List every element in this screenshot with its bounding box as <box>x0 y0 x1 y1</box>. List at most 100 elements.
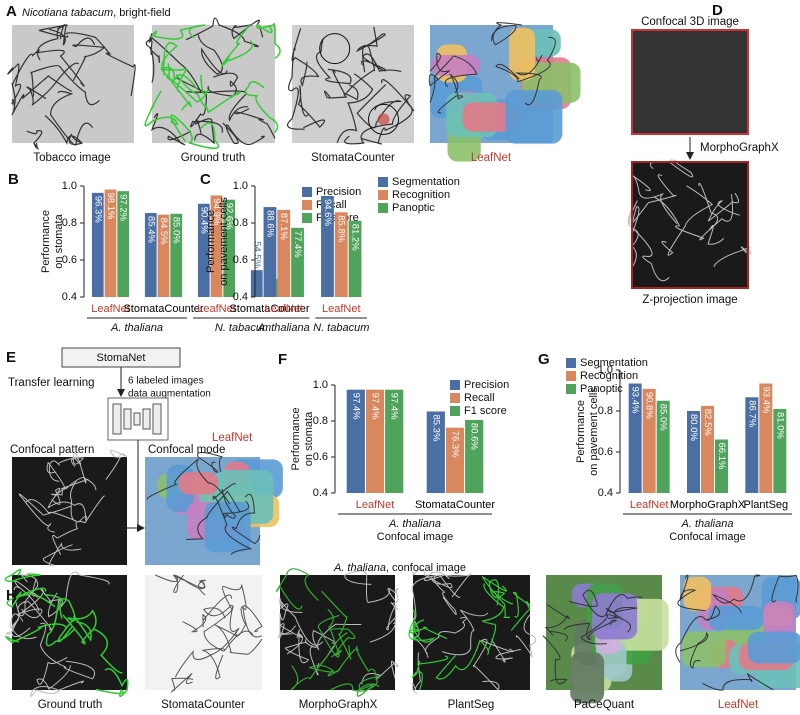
detection <box>319 33 351 65</box>
cell-outline <box>170 114 220 149</box>
bar <box>465 419 484 493</box>
x-tick-label: LeafNet <box>264 303 303 315</box>
cell-outline <box>287 47 305 130</box>
cell-outline <box>428 52 450 87</box>
bar <box>263 207 277 297</box>
legend-swatch <box>378 190 388 200</box>
legend-swatch <box>450 393 460 403</box>
y-tick-label: 0.6 <box>233 254 248 266</box>
legend-swatch <box>450 380 460 390</box>
y-tick-label: 1.0 <box>313 379 328 391</box>
y-axis-label-line: Performance <box>575 400 587 463</box>
cell-outline <box>677 574 706 612</box>
x-tick-label: LeafNet <box>356 499 395 511</box>
caption: MorphoGraphX <box>700 142 779 154</box>
value-label: 85.4% <box>145 216 156 243</box>
bar <box>656 400 670 493</box>
x-tick-label: StomataCounter <box>123 303 203 315</box>
caption: StomataCounter <box>161 699 245 711</box>
panel-title: A. thaliana, confocal image <box>333 562 466 574</box>
legend-label: F1 score <box>464 405 507 417</box>
panel-label: G <box>538 351 550 368</box>
value-label: 88.6% <box>264 210 275 237</box>
cell-outline <box>605 607 638 621</box>
bar <box>291 227 304 297</box>
panel-label: D <box>712 2 723 19</box>
cell-outline <box>222 584 262 638</box>
group-label: A. thaliana <box>681 518 734 530</box>
cell-outline <box>482 583 505 652</box>
y-tick-label: 0.8 <box>598 405 613 417</box>
value-label: 84.5% <box>158 218 169 245</box>
caption: LeafNet <box>718 699 759 711</box>
group-label: A. thaliana <box>388 518 441 530</box>
title-rest: , confocal image <box>386 562 466 574</box>
panel-label: B <box>8 171 19 188</box>
x-tick-label: MorphoGraphX <box>670 499 746 511</box>
legend-label: Recognition <box>392 189 450 201</box>
value-label: 98.1% <box>105 193 116 220</box>
x-tick-label: StomataCounter <box>229 303 309 315</box>
cell-outline <box>329 628 356 658</box>
cell-outline <box>580 594 643 645</box>
bar <box>197 203 210 297</box>
y-tick-label: 0.8 <box>233 217 248 229</box>
value-label: 54.5% <box>251 241 262 268</box>
bar <box>223 199 236 297</box>
cell-outline <box>47 571 110 618</box>
cell-outline <box>411 652 421 695</box>
caption: PlantSeg <box>448 699 495 711</box>
micrograph <box>145 575 262 690</box>
caption: Z-projection image <box>642 294 737 306</box>
cell-outline <box>279 596 324 646</box>
y-axis-label-line: Performance <box>290 408 302 471</box>
cell-outline <box>661 185 714 256</box>
panel-title: Nicotiana tabacum, bright-field <box>22 7 171 19</box>
cell-outline <box>48 456 82 482</box>
cell-outline <box>712 574 761 614</box>
cell-outline <box>356 26 386 53</box>
cell-outline <box>308 648 359 677</box>
y-axis-label-line: Performance <box>40 210 52 273</box>
y-tick-label: 0.6 <box>62 254 77 266</box>
cell-outline <box>7 63 22 105</box>
legend-swatch <box>378 177 388 187</box>
cell-outline <box>202 604 234 652</box>
segment <box>683 576 712 612</box>
caption: MorphoGraphX <box>299 699 378 711</box>
title-italic: Nicotiana tabacum <box>22 7 113 19</box>
cell-outline <box>172 574 205 593</box>
cell-outline <box>221 24 254 67</box>
cell-outline <box>275 568 319 610</box>
y-tick-label: 0.8 <box>313 415 328 427</box>
cell-outline <box>435 639 490 680</box>
cell-outline <box>284 632 310 664</box>
cell-outline <box>437 73 464 114</box>
caption: Confocal pattern <box>10 444 94 456</box>
cell-outline <box>472 638 514 691</box>
cell-outline <box>412 568 453 589</box>
value-label: 85.3% <box>430 414 441 441</box>
title-italic: A. thaliana <box>333 562 386 574</box>
panel-label: H <box>6 587 17 604</box>
image-layer <box>4 17 800 704</box>
bar <box>170 213 183 297</box>
cell-outline <box>26 62 80 106</box>
cell-outline <box>197 452 224 473</box>
cell-outline <box>356 84 403 129</box>
cell-outline <box>515 54 543 106</box>
cell-outline <box>17 600 43 619</box>
value-label: 80.0% <box>688 414 699 441</box>
cell-outline <box>771 574 799 603</box>
cell-outline <box>174 605 240 678</box>
bar <box>334 212 348 297</box>
value-label: 85.8% <box>336 215 347 242</box>
y-axis-label-line: on stomata <box>53 213 65 268</box>
micrograph <box>12 25 134 143</box>
cell-outline <box>411 574 441 658</box>
cell-outline <box>150 113 192 146</box>
note: 6 labeled images <box>128 376 204 387</box>
segment <box>747 631 800 664</box>
x-tick-label: StomataCounter <box>415 499 495 511</box>
